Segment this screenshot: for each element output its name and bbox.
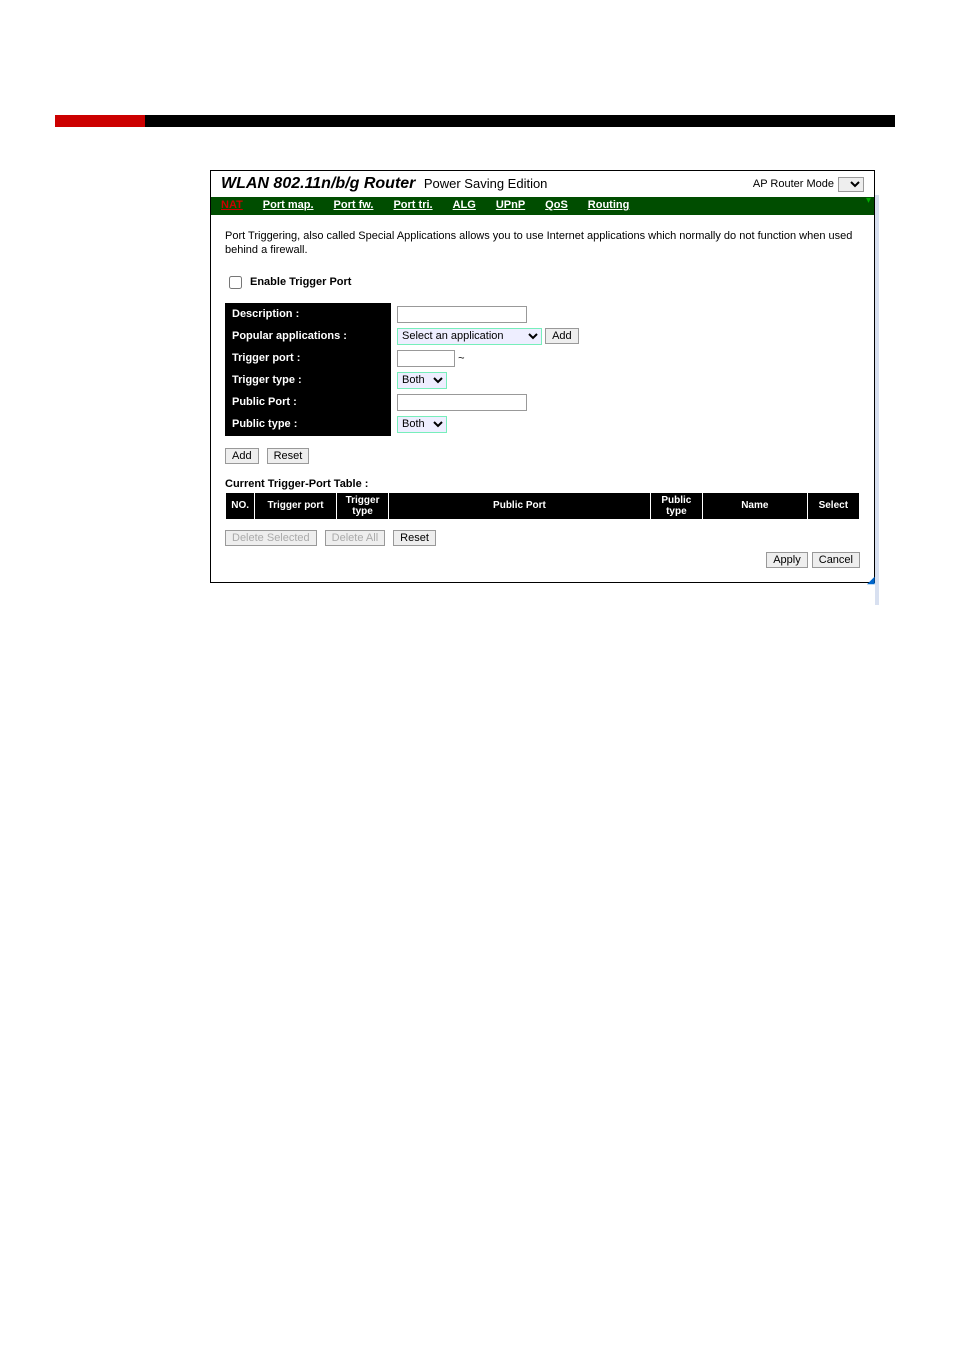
tab-alg[interactable]: ALG xyxy=(443,197,486,215)
bottom-buttons: Apply Cancel xyxy=(225,552,860,568)
th-select: Select xyxy=(807,492,859,519)
public-port-input[interactable] xyxy=(397,394,527,411)
tab-qos[interactable]: QoS xyxy=(535,197,578,215)
tab-portfw[interactable]: Port fw. xyxy=(324,197,384,215)
header-subtitle: Power Saving Edition xyxy=(424,176,548,191)
tab-nat[interactable]: NAT xyxy=(211,197,253,215)
tab-upnp[interactable]: UPnP xyxy=(486,197,535,215)
top-accent-red xyxy=(55,115,145,127)
tilde-icon: ~ xyxy=(458,352,464,364)
description-input[interactable] xyxy=(397,306,527,323)
add-button[interactable]: Add xyxy=(225,448,259,464)
enable-trigger-label: Enable Trigger Port xyxy=(250,276,351,288)
intro-text: Port Triggering, also called Special App… xyxy=(225,229,860,258)
table-buttons: Delete Selected Delete All Reset xyxy=(225,530,860,546)
header-title: WLAN 802.11n/b/g Router xyxy=(221,175,415,192)
table-reset-button[interactable]: Reset xyxy=(393,530,436,546)
scroll-marker-icon: ▾ xyxy=(866,195,874,203)
public-port-label: Public Port : xyxy=(226,391,391,413)
tab-routing[interactable]: Routing xyxy=(578,197,640,215)
header-title-wrap: WLAN 802.11n/b/g Router Power Saving Edi… xyxy=(221,175,547,193)
th-name: Name xyxy=(703,492,808,519)
delete-all-button[interactable]: Delete All xyxy=(325,530,385,546)
table-title: Current Trigger-Port Table : xyxy=(225,478,860,490)
th-no: NO. xyxy=(226,492,255,519)
popular-add-button[interactable]: Add xyxy=(545,328,579,344)
tab-porttri[interactable]: Port tri. xyxy=(383,197,442,215)
popular-label: Popular applications : xyxy=(226,325,391,347)
public-type-label: Public type : xyxy=(226,413,391,435)
th-public-port: Public Port xyxy=(389,492,651,519)
trigger-port-from[interactable] xyxy=(397,350,455,367)
cancel-button[interactable]: Cancel xyxy=(812,552,860,568)
th-public-type: Public type xyxy=(650,492,702,519)
mode-select[interactable] xyxy=(838,177,864,192)
trigger-type-select[interactable]: Both xyxy=(397,372,447,389)
right-scrollbar-track xyxy=(875,195,879,605)
description-label: Description : xyxy=(226,303,391,325)
panel-header: WLAN 802.11n/b/g Router Power Saving Edi… xyxy=(211,171,874,197)
header-right: AP Router Mode xyxy=(753,177,864,192)
reset-button[interactable]: Reset xyxy=(267,448,310,464)
delete-selected-button[interactable]: Delete Selected xyxy=(225,530,317,546)
content-area: Port Triggering, also called Special App… xyxy=(211,215,874,582)
form-table: Description : Popular applications : Sel… xyxy=(225,303,860,436)
trigger-port-table: NO. Trigger port Trigger type Public Por… xyxy=(225,492,860,520)
mode-label: AP Router Mode xyxy=(753,178,834,190)
top-accent-bar xyxy=(55,115,895,127)
th-trigger-type: Trigger type xyxy=(336,492,388,519)
form-buttons: Add Reset xyxy=(225,448,860,464)
public-type-select[interactable]: Both xyxy=(397,416,447,433)
tab-bar: NAT Port map. Port fw. Port tri. ALG UPn… xyxy=(211,197,874,215)
tab-portmap[interactable]: Port map. xyxy=(253,197,324,215)
enable-trigger-checkbox[interactable] xyxy=(229,276,242,289)
popular-select[interactable]: Select an application xyxy=(397,328,542,345)
resize-corner-icon: ◢ xyxy=(867,575,875,583)
enable-row: Enable Trigger Port xyxy=(225,276,860,289)
apply-button[interactable]: Apply xyxy=(766,552,808,568)
th-trigger-port: Trigger port xyxy=(255,492,337,519)
trigger-type-label: Trigger type : xyxy=(226,369,391,391)
main-panel: WLAN 802.11n/b/g Router Power Saving Edi… xyxy=(210,170,875,583)
trigger-port-label: Trigger port : xyxy=(226,347,391,369)
